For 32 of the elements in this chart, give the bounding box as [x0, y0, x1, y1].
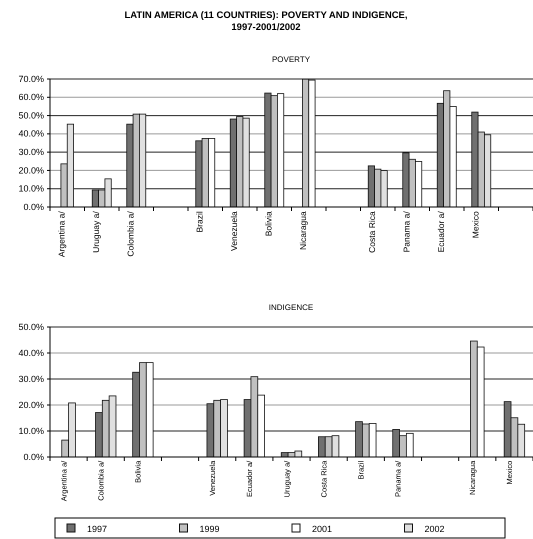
y-tick-label: 40.0% [18, 348, 44, 358]
chart-subtitle: POVERTY [272, 55, 311, 64]
y-tick-label: 10.0% [18, 426, 44, 436]
x-tick-label: Colombia a/ [126, 210, 136, 257]
y-tick-label: 70.0% [18, 74, 44, 84]
x-tick-label: Costa Rica [367, 210, 378, 253]
chart-subtitle: INDIGENCE [268, 303, 314, 312]
x-tick-label: Bolivia [264, 210, 274, 236]
y-tick-label: 40.0% [18, 128, 44, 139]
legend-label: 1999 [200, 524, 220, 534]
x-tick-label: Nicaragua [298, 210, 308, 250]
x-tick-label: Mexico [470, 210, 481, 238]
x-tick-label: Panama a/ [402, 210, 412, 252]
x-tick-label: Argentina a/ [56, 210, 67, 258]
y-tick-label: 50.0% [18, 110, 44, 120]
y-tick-label: 60.0% [18, 92, 44, 102]
y-tick-label: 0.0% [23, 452, 44, 462]
legend-label: 2001 [312, 524, 332, 534]
y-tick-label: 10.0% [18, 184, 44, 194]
x-tick-label: Uruguay a/ [91, 210, 102, 253]
y-tick-label: 30.0% [18, 374, 44, 384]
y-tick-label: 50.0% [18, 322, 44, 332]
x-tick-label: Brazil [194, 211, 205, 233]
legend-label: 1997 [87, 524, 108, 534]
x-tick-label: Ecuador a/ [436, 210, 446, 252]
y-tick-label: 20.0% [18, 400, 44, 410]
chart-title: LATIN AMERICA (11 COUNTRIES): POVERTY AND INDIGENCE, 1997-2001/2002 [124, 10, 408, 33]
y-tick-label: 0.0% [23, 202, 44, 212]
y-tick-label: 20.0% [18, 165, 44, 176]
y-tick-label: 30.0% [18, 147, 44, 158]
x-tick-label: Venezuela [229, 210, 240, 251]
legend-label: 2002 [424, 524, 445, 534]
